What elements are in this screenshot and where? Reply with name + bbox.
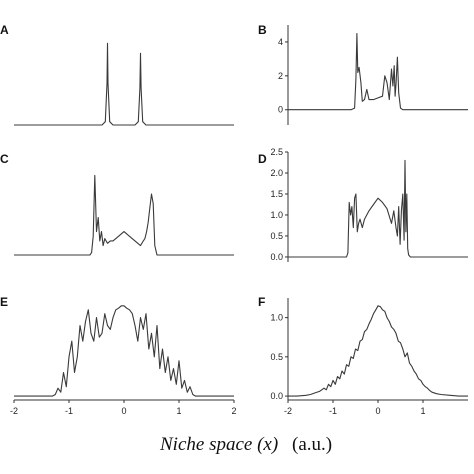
- panel-b: B 0 2 4: [258, 23, 468, 125]
- panel-d: D 0.0 0.5 1.0 1.5 2.0 2.5: [258, 147, 468, 262]
- series-line-b: [288, 32, 468, 111]
- x-tick-label: -1: [65, 406, 73, 416]
- y-tick-label: 2.5: [270, 147, 283, 157]
- x-tick-label: 1: [176, 406, 181, 416]
- x-tick-label: 0: [375, 406, 380, 416]
- y-tick-label: 0.0: [270, 252, 283, 262]
- panel-letter-d: D: [258, 152, 267, 166]
- panel-e: E -2 -1 0 1 2: [0, 295, 237, 416]
- x-tick-label: 2: [231, 406, 236, 416]
- panel-a: A: [0, 23, 234, 126]
- y-tick-label: 1.0: [270, 210, 283, 220]
- panel-f: F 0.0 0.5 1.0 -2 -1 0 1: [258, 295, 468, 416]
- series-line-f: [288, 305, 468, 397]
- x-axis-label: Niche space (x): [159, 434, 278, 455]
- y-tick-label: 4: [278, 37, 283, 47]
- panel-letter-f: F: [258, 295, 265, 309]
- y-tick-label: 0.5: [270, 352, 283, 362]
- y-tick-label: 0.0: [270, 391, 283, 401]
- series-line-d: [288, 159, 468, 258]
- x-axis-unit: (a.u.): [292, 434, 332, 455]
- panel-letter-e: E: [0, 295, 8, 309]
- y-tick-label: 2: [278, 71, 283, 81]
- panels-group: A B 0 2 4 C D 0.0 0.5 1.0 1.5 2.0 2.5 E -2 -1 0 1 2 F 0.0 0.5…: [0, 23, 468, 416]
- series-line-c: [14, 174, 234, 256]
- panel-c: C: [0, 152, 234, 256]
- panel-letter-b: B: [258, 23, 267, 37]
- x-tick-label: 1: [420, 406, 425, 416]
- series-line-a: [14, 42, 234, 126]
- y-tick-label: 1.0: [270, 313, 283, 323]
- x-tick-label: 0: [121, 406, 126, 416]
- panel-letter-c: C: [0, 152, 9, 166]
- x-tick-label: -1: [329, 406, 337, 416]
- panel-letter-a: A: [0, 23, 9, 37]
- x-tick-label: -2: [284, 406, 292, 416]
- y-tick-label: 0: [278, 105, 283, 115]
- y-tick-label: 2.0: [270, 168, 283, 178]
- series-line-e: [14, 305, 234, 397]
- x-tick-label: -2: [10, 406, 18, 416]
- y-tick-label: 1.5: [270, 189, 283, 199]
- y-tick-label: 0.5: [270, 231, 283, 241]
